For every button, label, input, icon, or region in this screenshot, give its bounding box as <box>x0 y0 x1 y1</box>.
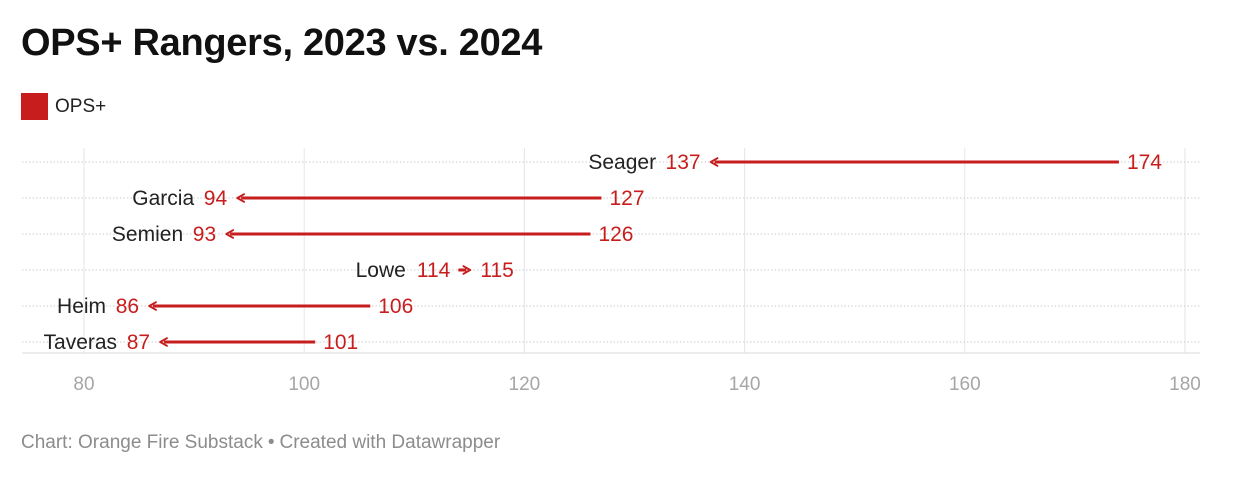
value-label-2024: 87 <box>127 331 150 354</box>
x-tick-label: 140 <box>729 374 761 395</box>
x-tick-label: 160 <box>949 374 981 395</box>
grid: 80 100 120 140 160 180 <box>22 148 1201 395</box>
category-label: Lowe <box>356 259 406 282</box>
value-label-2023: 174 <box>1127 151 1162 174</box>
arrow-chart: 80 100 120 140 160 180 174 137 Seager 127 94 Garci… <box>22 148 1201 395</box>
footer-credit: Created with Datawrapper <box>279 432 501 453</box>
value-label-2023: 106 <box>378 295 413 318</box>
legend: OPS+ <box>21 93 106 120</box>
category-label: Seager <box>588 151 656 174</box>
value-label-2023: 114 <box>417 259 451 282</box>
value-label-2024: 115 <box>480 259 513 282</box>
legend-label: OPS+ <box>55 95 107 117</box>
x-tick-label: 120 <box>509 374 541 395</box>
category-label: Garcia <box>132 187 194 210</box>
value-label-2023: 101 <box>323 331 358 354</box>
x-tick-label: 100 <box>288 374 320 395</box>
x-tick-label: 180 <box>1169 374 1201 395</box>
value-label-2023: 126 <box>598 223 633 246</box>
footer: Chart: Orange Fire Substack • Created with… <box>21 432 500 454</box>
value-label-2024: 94 <box>204 187 228 210</box>
value-label-2024: 86 <box>116 295 139 318</box>
value-label-2024: 93 <box>193 223 216 246</box>
category-label: Heim <box>57 295 106 318</box>
footer-source: Chart: Orange Fire Substack <box>21 432 263 453</box>
value-label-2023: 127 <box>609 187 644 210</box>
marks: 174 137 Seager 127 94 Garcia 126 93 Semien 114 115… <box>44 151 1163 354</box>
footer-separator: • <box>267 432 275 453</box>
category-label: Semien <box>112 223 183 246</box>
x-tick-label: 80 <box>73 374 94 395</box>
legend-swatch <box>21 93 48 120</box>
chart-title: OPS+ Rangers, 2023 vs. 2024 <box>21 22 543 64</box>
category-label: Taveras <box>44 331 118 354</box>
value-label-2024: 137 <box>666 151 701 174</box>
